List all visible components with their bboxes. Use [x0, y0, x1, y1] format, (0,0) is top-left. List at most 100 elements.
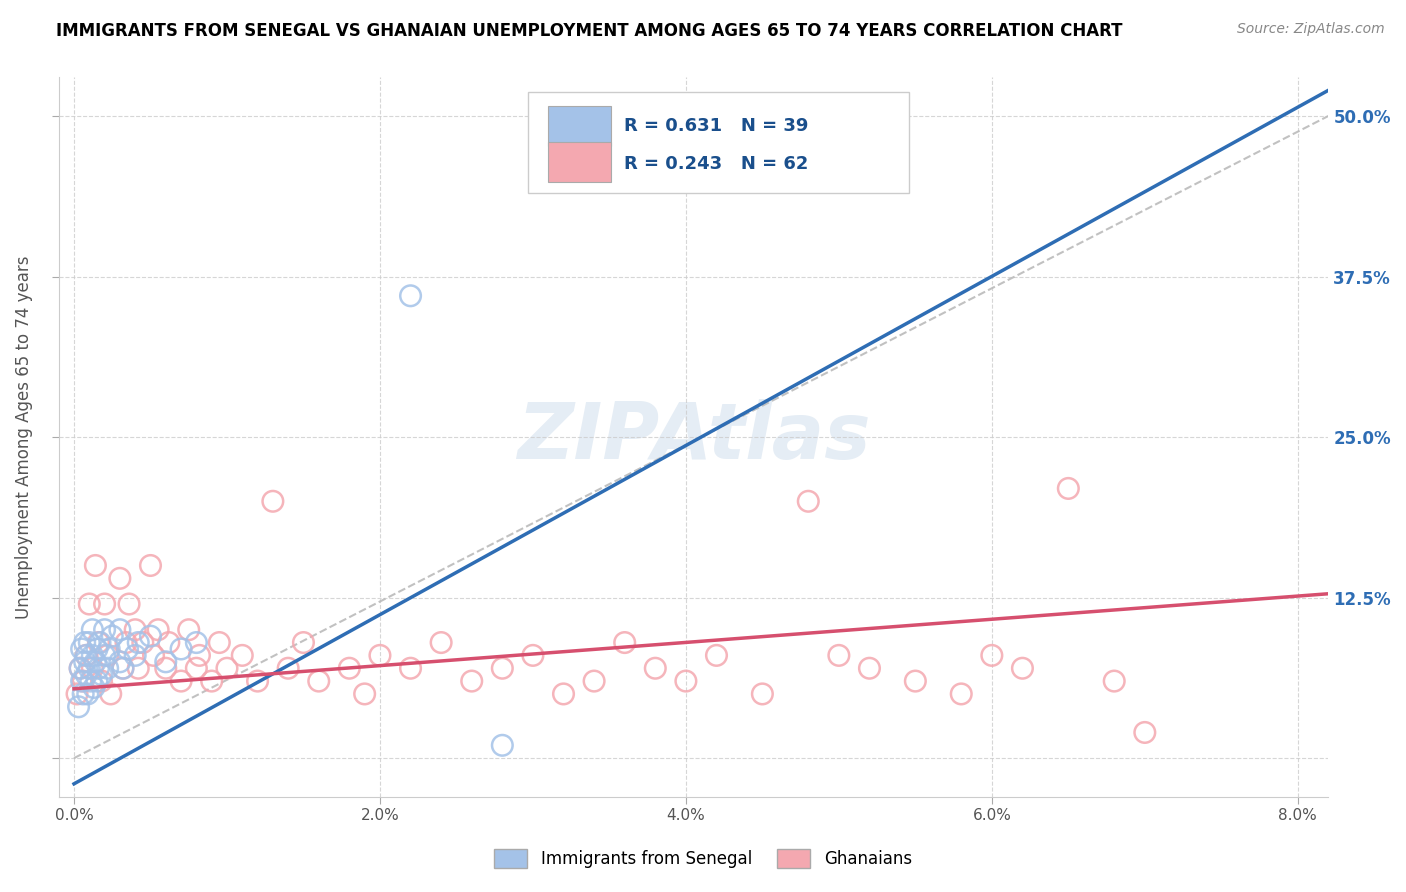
Point [675, 674, 697, 689]
Point [613, 635, 636, 649]
Point [90, 674, 112, 689]
Point [97, 648, 120, 663]
Point [950, 687, 973, 701]
Point [980, 648, 1002, 663]
Point [368, 648, 391, 663]
Point [108, 623, 131, 637]
Point [73, 635, 96, 649]
Point [79, 635, 101, 649]
Point [127, 635, 149, 649]
Point [1102, 674, 1125, 689]
Point [231, 648, 253, 663]
Point [292, 635, 315, 649]
Point [132, 635, 155, 649]
Point [69, 661, 91, 675]
Point [142, 648, 165, 663]
Point [79, 597, 101, 611]
Point [751, 687, 773, 701]
Point [127, 661, 149, 675]
Point [93, 623, 115, 637]
Point [155, 661, 177, 675]
Point [139, 558, 162, 573]
Point [1011, 661, 1033, 675]
Point [337, 661, 360, 675]
Point [353, 687, 375, 701]
Point [115, 635, 138, 649]
Y-axis label: Unemployment Among Ages 65 to 74 years: Unemployment Among Ages 65 to 74 years [15, 255, 32, 619]
Point [828, 648, 851, 663]
Point [80, 674, 103, 689]
Point [117, 642, 139, 657]
Point [72, 687, 94, 701]
Point [186, 635, 208, 649]
Point [797, 494, 820, 508]
Point [118, 597, 141, 611]
Point [66, 687, 89, 701]
Point [308, 674, 330, 689]
Point [101, 629, 124, 643]
Text: ZIPAtlas: ZIPAtlas [517, 399, 870, 475]
Point [82, 661, 104, 675]
Point [157, 635, 180, 649]
Point [82, 623, 104, 637]
Point [84, 558, 107, 573]
Text: Source: ZipAtlas.com: Source: ZipAtlas.com [1237, 22, 1385, 37]
Point [522, 648, 544, 663]
Point [491, 661, 513, 675]
Point [553, 687, 575, 701]
Point [277, 661, 299, 675]
FancyBboxPatch shape [547, 106, 612, 145]
Point [124, 648, 146, 663]
FancyBboxPatch shape [529, 92, 910, 193]
Point [146, 623, 169, 637]
Point [170, 674, 193, 689]
Point [399, 289, 422, 303]
Point [86, 642, 108, 657]
Point [1057, 482, 1080, 496]
Point [87, 661, 110, 675]
Point [188, 648, 211, 663]
Point [79, 661, 101, 675]
Point [124, 623, 146, 637]
Point [76, 687, 98, 701]
Point [97, 661, 120, 675]
Point [69, 661, 91, 675]
Text: R = 0.243   N = 62: R = 0.243 N = 62 [624, 154, 808, 173]
Point [177, 623, 200, 637]
Point [215, 661, 238, 675]
Point [108, 655, 131, 669]
Point [90, 667, 112, 681]
Point [111, 661, 134, 675]
Point [75, 667, 97, 681]
Point [98, 642, 121, 657]
FancyBboxPatch shape [547, 142, 612, 182]
Point [93, 597, 115, 611]
Point [706, 648, 728, 663]
Point [858, 661, 880, 675]
Text: R = 0.631   N = 39: R = 0.631 N = 39 [624, 117, 808, 135]
Text: IMMIGRANTS FROM SENEGAL VS GHANAIAN UNEMPLOYMENT AMONG AGES 65 TO 74 YEARS CORRE: IMMIGRANTS FROM SENEGAL VS GHANAIAN UNEM… [56, 22, 1123, 40]
Point [111, 661, 134, 675]
Point [100, 687, 122, 701]
Point [86, 674, 108, 689]
Point [155, 655, 177, 669]
Point [72, 674, 94, 689]
Point [84, 655, 107, 669]
Point [70, 674, 93, 689]
Point [201, 674, 224, 689]
Point [75, 648, 97, 663]
Point [430, 635, 453, 649]
Point [262, 494, 284, 508]
Point [139, 629, 162, 643]
Point [67, 699, 90, 714]
Point [491, 739, 513, 753]
Point [461, 674, 484, 689]
Point [87, 635, 110, 649]
Legend: Immigrants from Senegal, Ghanaians: Immigrants from Senegal, Ghanaians [488, 842, 918, 875]
Point [246, 674, 269, 689]
Point [70, 642, 93, 657]
Point [83, 681, 105, 695]
Point [75, 648, 97, 663]
Point [399, 661, 422, 675]
Point [1133, 725, 1156, 739]
